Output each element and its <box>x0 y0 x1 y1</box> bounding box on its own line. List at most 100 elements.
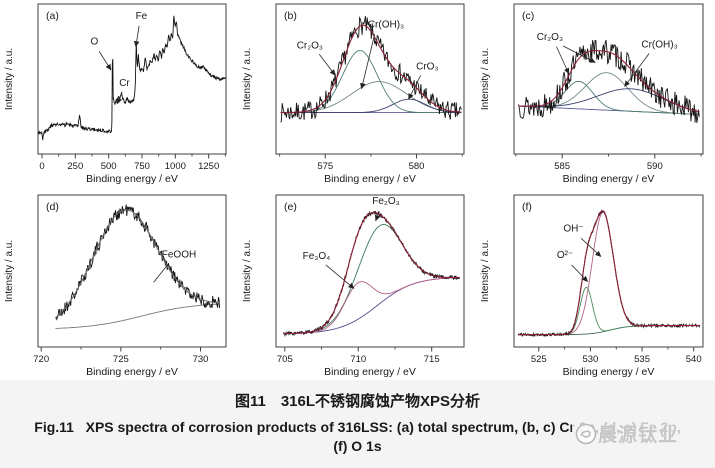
x-tick-label: 0 <box>39 161 44 172</box>
panel-letter: (a) <box>46 10 59 22</box>
x-tick-label: 730 <box>193 354 209 365</box>
annotation-line <box>562 45 596 63</box>
annotation-label: OH⁻ <box>563 223 583 234</box>
annotation-label: Cr(OH)₃ <box>368 19 404 30</box>
annotation-line <box>98 51 112 71</box>
x-tick-label: 540 <box>686 354 702 365</box>
annotation-line <box>556 46 570 75</box>
spectrum-plot-d: 720 725 730 Binding energy / eV Intensity / … <box>4 194 227 378</box>
panel-letter: (c) <box>522 10 534 22</box>
curves <box>518 39 700 123</box>
x-tick-label: 710 <box>350 354 366 365</box>
x-tick-label: 530 <box>582 354 598 365</box>
x-tick-label: 535 <box>634 354 650 365</box>
annotation-label: CrO₃ <box>416 61 438 72</box>
series-envelope <box>280 24 462 114</box>
curves <box>55 204 221 329</box>
x-tick-label: 590 <box>647 161 663 172</box>
x-tick-label: 585 <box>554 161 570 172</box>
curves <box>282 210 460 338</box>
caption-english-line2: (f) O 1s <box>333 438 382 454</box>
series-envelope <box>518 50 700 113</box>
annotation-line <box>580 238 602 257</box>
annotation-label: Fe₂O₃ <box>372 196 399 207</box>
annotation-label: Cr₂O₃ <box>297 40 323 51</box>
panel-letter: (f) <box>522 201 532 213</box>
watermark: 晨源钛业 <box>572 419 681 448</box>
plot-frame <box>275 3 465 155</box>
series-envelope <box>283 212 460 335</box>
panel-letter: (e) <box>284 201 297 213</box>
annotation-label: Fe <box>136 11 148 22</box>
series-envelope <box>518 210 700 336</box>
plot-frame <box>513 3 704 155</box>
annotation-label: Fe₃O₄ <box>303 251 331 262</box>
series-data <box>55 204 221 321</box>
annotation-label: Cr(OH)₃ <box>641 40 677 51</box>
plot-frame <box>513 194 704 348</box>
y-axis-title: Intensity / a.u. <box>4 240 15 302</box>
annotation-line <box>153 263 169 283</box>
annotation-label: O <box>91 37 99 48</box>
panel-b: 575 580 Binding energy / eV Intensity / a.u… <box>238 0 476 190</box>
panel-letter: (b) <box>284 10 297 22</box>
spectrum-plot-e: 705 710 715 Binding energy / eV Intensity / … <box>242 194 465 378</box>
series-envelope <box>55 209 220 318</box>
x-axis-title: Binding energy / eV <box>563 366 655 378</box>
x-tick-label: 575 <box>317 161 333 172</box>
x-tick-label: 580 <box>409 161 425 172</box>
x-tick-label: 500 <box>101 161 117 172</box>
annotation-line <box>571 264 589 283</box>
plot-frame <box>37 3 227 155</box>
series-baseline <box>55 303 220 329</box>
annotation-line <box>133 25 140 48</box>
annotation-label: Cr <box>119 78 130 89</box>
x-tick-label: 1000 <box>165 161 186 172</box>
watermark-text: 晨源钛业 <box>598 425 679 446</box>
x-tick-label: 750 <box>134 161 150 172</box>
panel-a: 0 250 500 750 1000 1250 Binding energy / eV Int… <box>0 0 238 190</box>
x-tick-label: 720 <box>33 354 49 365</box>
series-data <box>38 15 226 141</box>
annotation-label: O²⁻ <box>557 250 573 261</box>
x-axis-title: Binding energy / eV <box>324 366 416 378</box>
series-component-CrO3 <box>280 98 462 114</box>
series-component-Fe3O4 <box>283 277 460 335</box>
swirl-logo-icon <box>575 423 597 444</box>
panel-letter: (d) <box>46 201 59 213</box>
annotation-line <box>360 33 376 90</box>
x-tick-label: 1250 <box>198 161 219 172</box>
panel-e: 705 710 715 Binding energy / eV Intensity / … <box>238 190 476 380</box>
annotation-label: FeOOH <box>162 249 196 260</box>
y-axis-title: Intensity / a.u. <box>480 240 491 302</box>
y-axis-title: Intensity / a.u. <box>242 240 253 302</box>
annotation-line <box>325 264 355 289</box>
x-tick-label: 705 <box>277 354 293 365</box>
spectrum-plot-a: 0 250 500 750 1000 1250 Binding energy / eV Int… <box>4 3 227 185</box>
annotation-line <box>408 75 422 100</box>
annotation-line <box>374 210 381 222</box>
annotation-line <box>318 54 336 76</box>
series-data <box>518 39 700 123</box>
curves <box>280 15 462 123</box>
x-tick-label: 725 <box>113 354 129 365</box>
annotation-line <box>116 91 123 105</box>
panel-d: 720 725 730 Binding energy / eV Intensity / … <box>0 190 238 380</box>
x-tick-label: 715 <box>424 354 440 365</box>
annotation-line <box>624 53 650 87</box>
plot-frame <box>275 194 465 348</box>
xps-figure-grid: 0 250 500 750 1000 1250 Binding energy / eV Int… <box>0 0 704 380</box>
y-axis-title: Intensity / a.u. <box>480 48 491 110</box>
y-axis-title: Intensity / a.u. <box>242 48 253 110</box>
curves <box>38 15 226 141</box>
x-axis-title: Binding energy / eV <box>563 173 655 185</box>
annotation-label: Cr₂O₃ <box>537 32 563 43</box>
x-axis-title: Binding energy / eV <box>324 173 416 185</box>
spectrum-plot-f: 525 530 535 540 Binding energy / eV Intensity… <box>480 194 704 378</box>
y-axis-title: Intensity / a.u. <box>4 48 15 110</box>
x-tick-label: 525 <box>531 354 547 365</box>
x-tick-label: 250 <box>67 161 83 172</box>
